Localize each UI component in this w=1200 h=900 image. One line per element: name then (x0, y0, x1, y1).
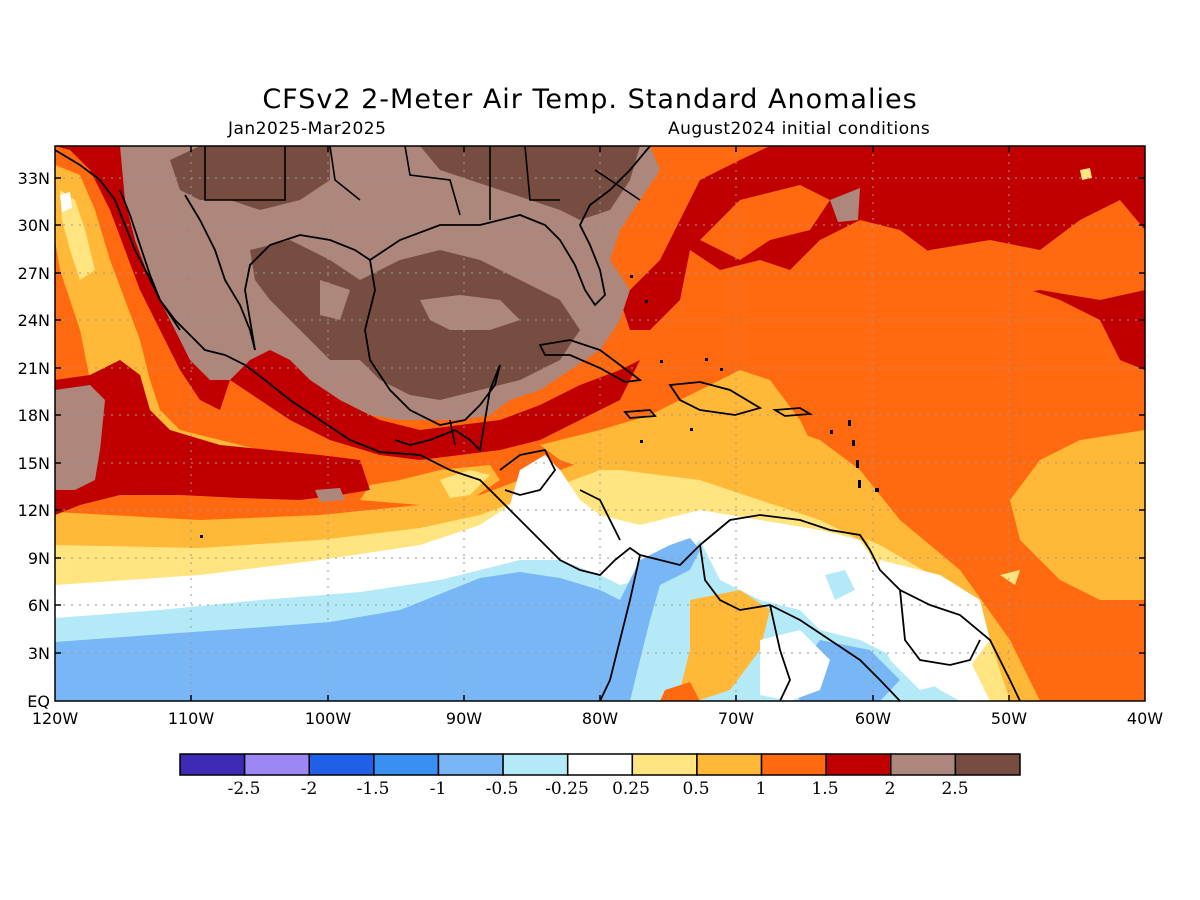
state-borders (204, 146, 641, 446)
lat-label: 3N (28, 644, 50, 663)
island-dots (200, 275, 879, 538)
lat-label: 6N (28, 596, 50, 615)
legend-label: 0.5 (682, 779, 709, 799)
lon-label: 60W (855, 709, 891, 728)
legend-label: 0.25 (612, 779, 650, 799)
lat-label: 27N (18, 264, 50, 283)
lon-label: 120W (32, 709, 79, 728)
legend-label: 1.5 (811, 779, 838, 799)
color-legend: -2.5 -2 -1.5 -1 -0.5 -0.25 0.25 0.5 1 1.… (179, 753, 1021, 799)
lat-label: 9N (28, 549, 50, 568)
lon-label: 110W (168, 709, 215, 728)
lon-label: 90W (446, 709, 482, 728)
lat-label: EQ (27, 692, 50, 711)
legend-label: -0.5 (486, 779, 519, 799)
legend-swatch (631, 753, 698, 776)
legend-label: -1.5 (357, 779, 390, 799)
lon-label: 40W (1127, 709, 1163, 728)
coastlines (55, 146, 1021, 701)
map-title: CFSv2 2-Meter Air Temp. Standard Anomali… (262, 84, 918, 115)
tick-marks (55, 146, 1145, 701)
legend-label: 2 (885, 779, 896, 799)
lat-label: 24N (18, 311, 50, 330)
lon-label: 50W (991, 709, 1027, 728)
legend-swatch (243, 753, 310, 776)
legend-label: 1 (756, 779, 767, 799)
legend-swatch (373, 753, 440, 776)
lat-label: 18N (18, 406, 50, 425)
legend-label: -2 (301, 779, 318, 799)
legend-swatch (308, 753, 375, 776)
anomaly-field (55, 146, 1145, 701)
legend-swatch (954, 753, 1021, 776)
legend-swatch (566, 753, 634, 776)
lat-label: 33N (18, 169, 50, 188)
legend-label: 2.5 (941, 779, 968, 799)
legend-swatch (825, 753, 892, 776)
legend-label: -2.5 (228, 779, 261, 799)
lon-label: 80W (582, 709, 618, 728)
lat-label: 15N (18, 454, 50, 473)
lat-label: 30N (18, 216, 50, 235)
lon-label: 100W (305, 709, 352, 728)
legend-label: -0.25 (545, 779, 589, 799)
legend-swatch (502, 753, 569, 776)
lon-label: 70W (718, 709, 754, 728)
initial-conditions: August2024 initial conditions (668, 119, 931, 139)
lat-label: 21N (18, 359, 50, 378)
forecast-period: Jan2025-Mar2025 (228, 119, 387, 139)
legend-swatch (179, 753, 246, 776)
lat-label: 12N (18, 501, 50, 520)
legend-swatch (696, 753, 763, 776)
legend-swatch (890, 753, 957, 776)
legend-swatch (760, 753, 827, 776)
legend-label: -1 (430, 779, 447, 799)
legend-swatch (437, 753, 504, 776)
